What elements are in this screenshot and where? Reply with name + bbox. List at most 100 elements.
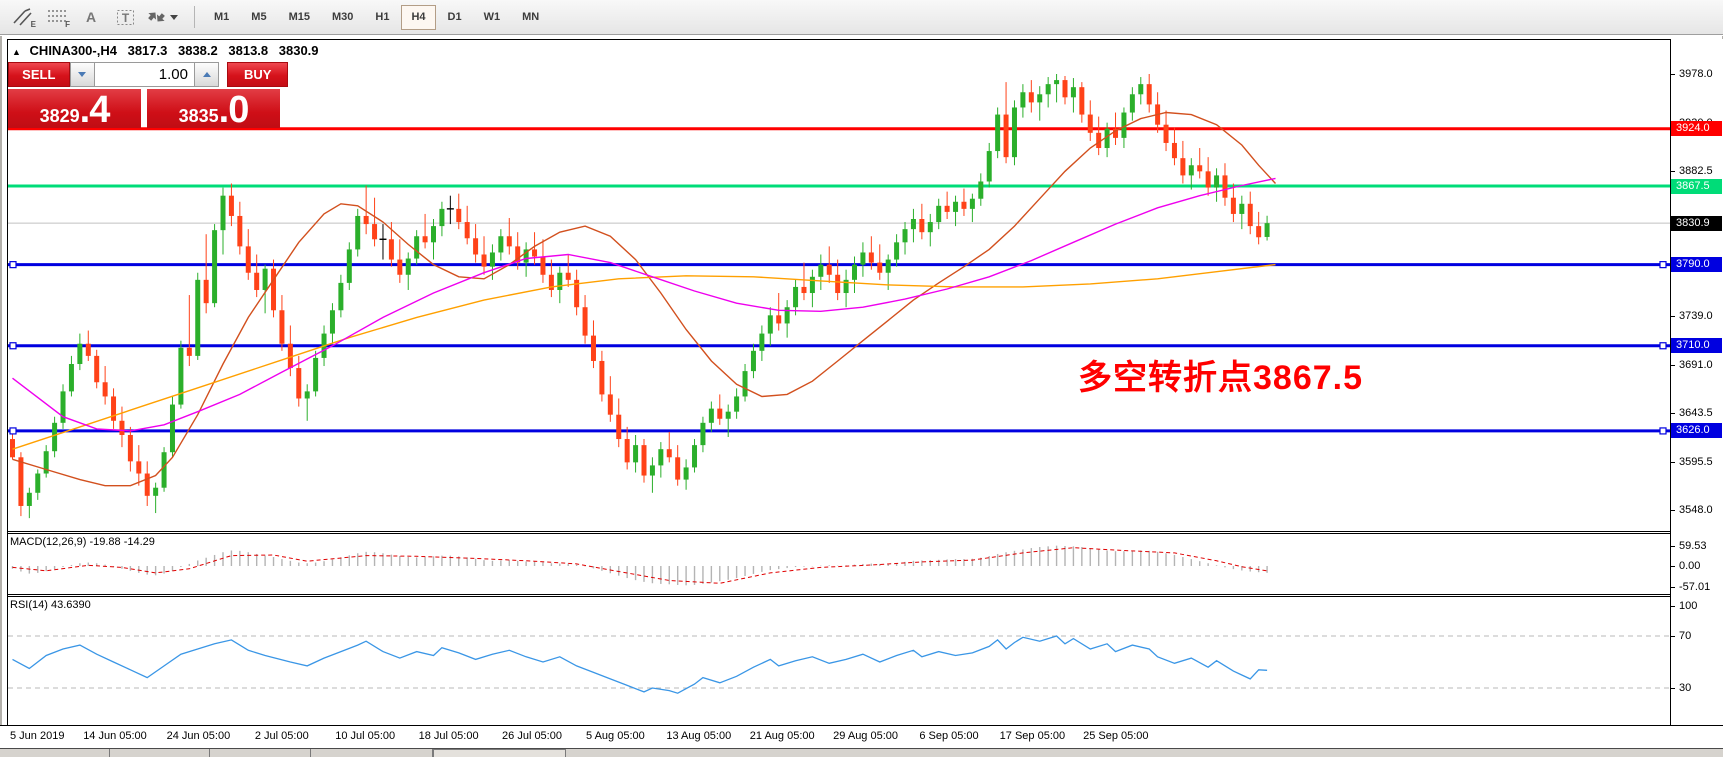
hline-handle[interactable] bbox=[1659, 342, 1667, 350]
rsi-axis-label: 70 bbox=[1679, 630, 1692, 642]
text-annotation-icon[interactable]: A bbox=[75, 3, 107, 31]
window-tab[interactable] bbox=[210, 749, 311, 757]
time-axis-label: 24 Jun 05:00 bbox=[166, 730, 231, 742]
timeframe-button-h1[interactable]: H1 bbox=[375, 11, 390, 23]
arrow-tools-icon[interactable] bbox=[143, 3, 183, 31]
chart-text-annotation[interactable]: 多空转折点3867.5 bbox=[1078, 359, 1363, 397]
volume-increase-button[interactable] bbox=[194, 62, 220, 87]
macd-axis-tick bbox=[1670, 566, 1675, 567]
rsi-indicator-label: RSI(14) 43.6390 bbox=[10, 599, 91, 611]
timeframe-button-d1[interactable]: D1 bbox=[447, 11, 462, 23]
price-tick-label: 3739.0 bbox=[1679, 310, 1713, 323]
time-axis-label: 6 Sep 05:00 bbox=[919, 730, 979, 742]
price-tick bbox=[1670, 461, 1675, 463]
price-axis[interactable]: 3978.03930.03882.53739.03691.03643.53595… bbox=[1670, 39, 1723, 725]
time-axis-label: 25 Sep 05:00 bbox=[1083, 730, 1149, 742]
volume-decrease-button[interactable] bbox=[69, 62, 95, 87]
price-badge-3626.0: 3626.0 bbox=[1671, 423, 1722, 439]
volume-input[interactable] bbox=[95, 62, 194, 87]
time-axis-label: 5 Jun 2019 bbox=[10, 730, 65, 742]
pane-border bbox=[0, 725, 1723, 726]
window-left-edge bbox=[0, 36, 2, 757]
hline-handle[interactable] bbox=[1659, 427, 1667, 435]
sell-price-display[interactable]: 3829.4 bbox=[8, 89, 141, 131]
timeframe-button-w1[interactable]: W1 bbox=[483, 11, 501, 23]
open-value: 3817.3 bbox=[127, 43, 168, 58]
pane-border bbox=[7, 596, 1723, 597]
hline-handle[interactable] bbox=[9, 261, 17, 269]
window-tab[interactable] bbox=[110, 749, 210, 757]
window-tab[interactable] bbox=[311, 749, 433, 757]
time-axis-label: 14 Jun 05:00 bbox=[83, 730, 147, 742]
sell-button[interactable]: SELL bbox=[8, 62, 70, 87]
timeframe-button-m1[interactable]: M1 bbox=[214, 11, 230, 23]
time-axis-label: 26 Jul 05:00 bbox=[502, 730, 562, 742]
price-badge-3790.0: 3790.0 bbox=[1671, 257, 1722, 273]
macd-signal-line bbox=[12, 547, 1268, 584]
buy-button[interactable]: BUY bbox=[227, 62, 289, 87]
time-axis-label: 10 Jul 05:00 bbox=[335, 730, 396, 742]
collapse-triangle-icon[interactable]: ▲ bbox=[12, 47, 21, 57]
timeframe-button-m5[interactable]: M5 bbox=[251, 11, 267, 23]
timeframe-button-h4[interactable]: H4 bbox=[401, 4, 436, 30]
time-axis-label: 13 Aug 05:00 bbox=[666, 730, 732, 742]
window-tab[interactable] bbox=[0, 749, 110, 757]
price-tick-label: 3595.5 bbox=[1679, 455, 1713, 468]
svg-text:T: T bbox=[121, 11, 129, 25]
timeframe-button-m30[interactable]: M30 bbox=[331, 11, 354, 23]
sell-price-main: 3829 bbox=[39, 106, 80, 126]
price-tick-label: 3643.5 bbox=[1679, 407, 1713, 420]
time-axis-label: 21 Aug 05:00 bbox=[749, 730, 815, 742]
pane-border bbox=[7, 594, 1723, 595]
dropdown-caret-icon[interactable] bbox=[170, 14, 178, 20]
sell-price-big-digit: .4 bbox=[79, 89, 111, 131]
time-axis-label: 17 Sep 05:00 bbox=[999, 730, 1066, 742]
candlestick-series bbox=[10, 74, 1270, 519]
buy-price-main: 3835 bbox=[178, 106, 219, 126]
buy-price-display[interactable]: 3835.0 bbox=[147, 89, 280, 131]
price-tick bbox=[1670, 74, 1675, 75]
svg-text:A: A bbox=[86, 9, 96, 25]
fibonacci-retracement-icon[interactable]: F bbox=[41, 3, 73, 31]
timeframe-button-mn[interactable]: MN bbox=[522, 11, 540, 23]
hline-handle[interactable] bbox=[1659, 261, 1667, 269]
macd-axis-label: 0.00 bbox=[1679, 560, 1701, 572]
rsi-axis-label: 30 bbox=[1679, 682, 1692, 694]
price-tick bbox=[1670, 365, 1675, 367]
price-tick-label: 3882.5 bbox=[1679, 164, 1713, 177]
tool-letter: E bbox=[30, 20, 36, 29]
tool-letter: F bbox=[65, 20, 70, 29]
one-click-trade-panel: SELL BUY 3829.4 3835.0 bbox=[8, 62, 289, 131]
time-axis-label: 5 Aug 05:00 bbox=[586, 730, 645, 742]
toolbar-separator bbox=[194, 6, 195, 28]
triangle-down-icon bbox=[78, 72, 87, 77]
rsi-axis-label: 100 bbox=[1679, 600, 1698, 612]
high-value: 3838.2 bbox=[177, 43, 218, 58]
chart-title: ▲ CHINA300-,H4 3817.3 3838.2 3813.8 3830… bbox=[12, 43, 319, 58]
text-label-icon[interactable]: T bbox=[109, 3, 141, 31]
window-tab-active[interactable] bbox=[433, 749, 566, 757]
rsi-axis-tick bbox=[1670, 636, 1675, 637]
rsi-axis-tick bbox=[1670, 606, 1675, 607]
hline-handle[interactable] bbox=[9, 342, 17, 350]
price-tick-label: 3691.0 bbox=[1679, 359, 1713, 372]
price-badge-3867.5: 3867.5 bbox=[1671, 178, 1722, 194]
macd-axis-label: -57.01 bbox=[1679, 581, 1711, 593]
time-axis[interactable]: 5 Jun 2019 14 Jun 05:00 24 Jun 05:00 2 Jul … bbox=[0, 726, 1723, 748]
toolbar: E F A T M1 M5 M15 M30 H1 H4 D1 W1 MN bbox=[0, 0, 1723, 35]
window-tabs-strip bbox=[0, 748, 1723, 757]
triangle-up-icon bbox=[202, 72, 211, 77]
price-badge-3924.0: 3924.0 bbox=[1671, 121, 1722, 137]
buy-price-big-digit: .0 bbox=[218, 89, 250, 131]
equidistant-channel-icon[interactable]: E bbox=[7, 3, 39, 31]
timeframe-button-m15[interactable]: M15 bbox=[288, 11, 310, 23]
macd-axis-tick bbox=[1670, 546, 1675, 547]
macd-axis-label: 59.53 bbox=[1679, 540, 1707, 552]
hline-handle[interactable] bbox=[9, 427, 17, 435]
pane-border bbox=[7, 533, 1723, 534]
low-value: 3813.8 bbox=[228, 43, 269, 58]
ma-medium-line bbox=[12, 177, 1276, 432]
price-tick-label: 3548.0 bbox=[1679, 504, 1713, 517]
